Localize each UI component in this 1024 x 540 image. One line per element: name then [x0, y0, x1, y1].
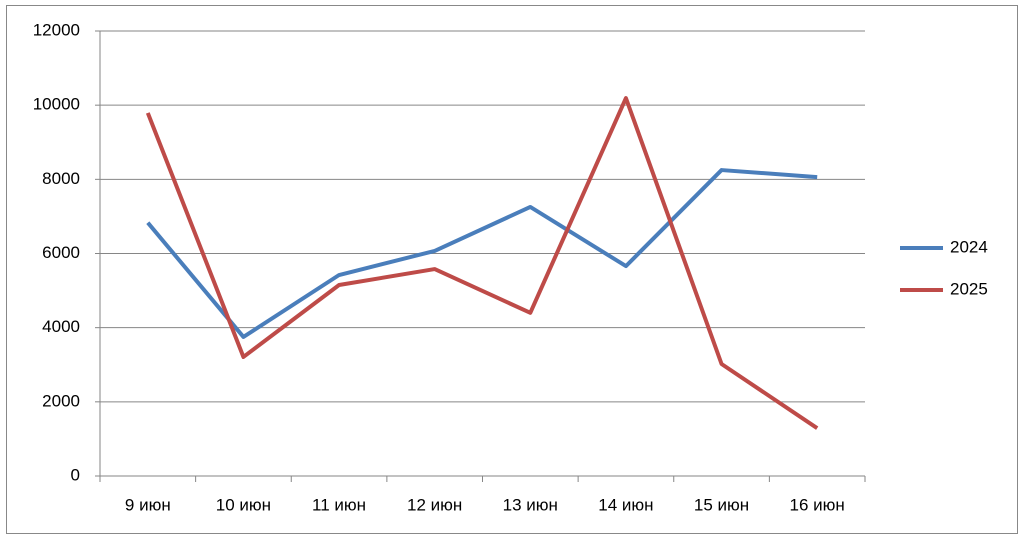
- y-tick-label: 8000: [42, 169, 80, 188]
- x-tick-label: 11 июн: [312, 495, 366, 514]
- x-tick-label: 10 июн: [216, 495, 271, 514]
- y-tick-label: 10000: [33, 95, 80, 114]
- y-tick-label: 4000: [42, 317, 80, 336]
- line-series: [146, 168, 818, 339]
- x-tick-label: 15 июн: [694, 495, 749, 514]
- y-tick-label: 12000: [33, 20, 80, 39]
- x-tick-label: 12 июн: [407, 495, 462, 514]
- legend-label: 2024: [950, 237, 988, 256]
- x-tick-label: 14 июн: [598, 495, 653, 514]
- x-tick-label: 16 июн: [790, 495, 845, 514]
- y-tick-label: 2000: [42, 391, 80, 410]
- x-tick-label: 9 июн: [125, 495, 171, 514]
- y-tick-label: 6000: [42, 243, 80, 262]
- chart-frame: [6, 5, 1018, 534]
- legend-label: 2025: [950, 279, 988, 298]
- line-series: [145, 96, 819, 430]
- y-tick-label: 0: [71, 465, 80, 484]
- x-tick-label: 13 июн: [503, 495, 558, 514]
